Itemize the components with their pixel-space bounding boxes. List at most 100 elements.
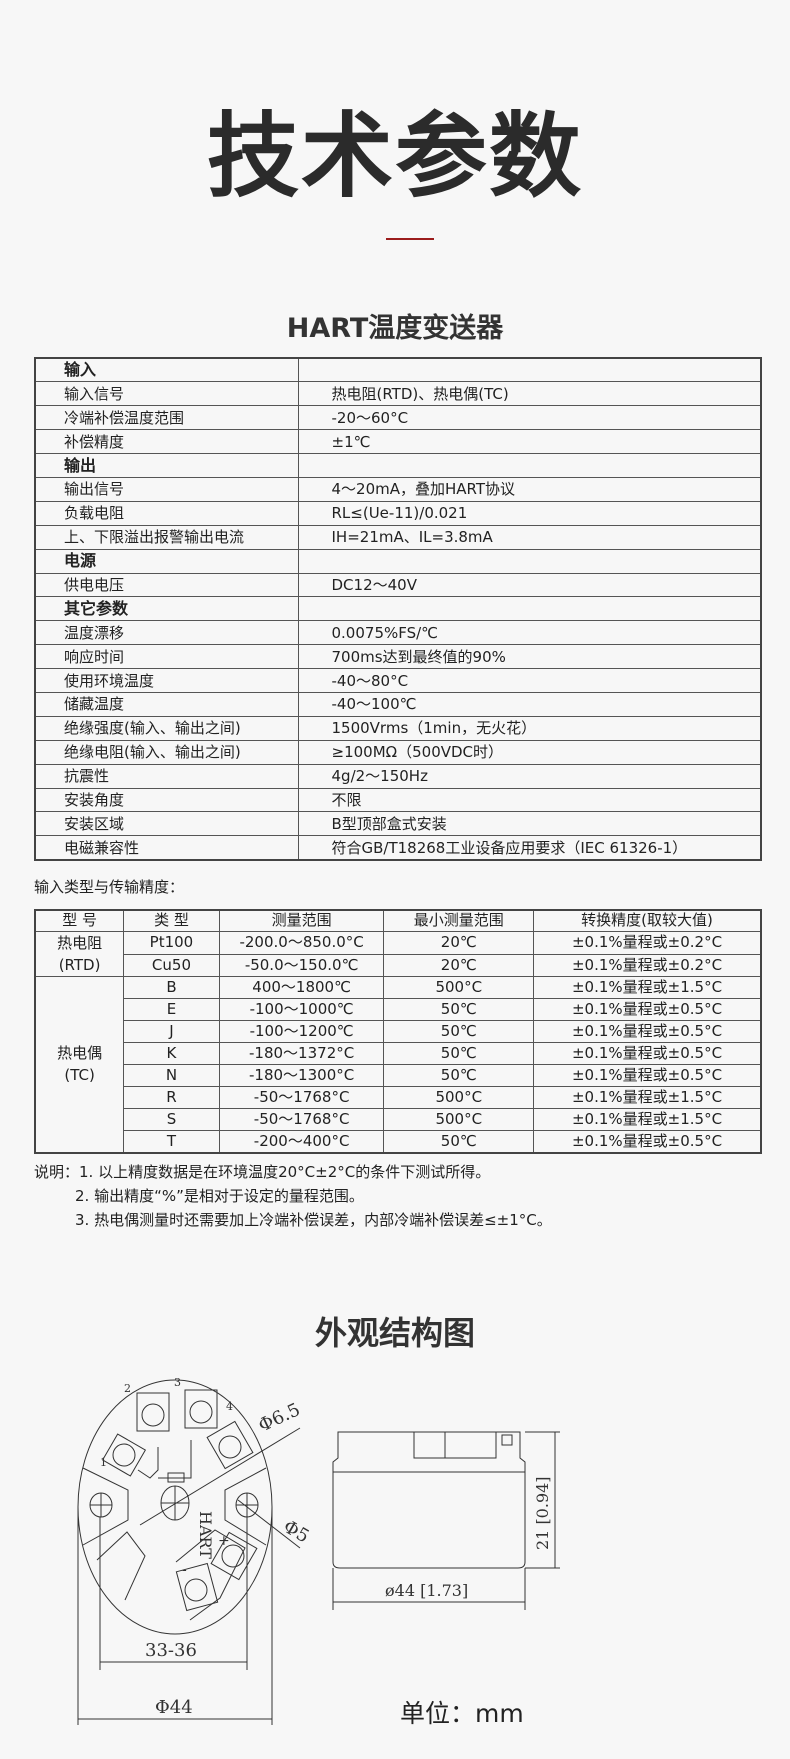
spec-name: 绝缘强度(输入、输出之间) bbox=[34, 715, 299, 741]
model-cell: 热电偶 (TC) bbox=[34, 976, 125, 1154]
spec-name: 输入信号 bbox=[34, 381, 299, 407]
table-cell: -200.0～850.0°C bbox=[218, 931, 385, 955]
small-hole-label: Φ5 bbox=[280, 1516, 313, 1547]
table-cell: -180～1372°C bbox=[218, 1042, 385, 1066]
table-row: E -100～1000℃ 50℃ ±0.1%量程或±0.5°C bbox=[35, 998, 762, 1022]
spec-row: 补偿精度 ±1℃ bbox=[34, 429, 762, 455]
spec-value: RL≤(Ue-11)/0.021 bbox=[297, 500, 762, 526]
top-view: 1 2 3 4 HART + - Φ6.5 Φ5 33-36 Φ44 bbox=[77, 1376, 313, 1725]
table-cell: -100～1000℃ bbox=[218, 998, 385, 1022]
spec-value: 不限 bbox=[297, 787, 762, 813]
section-heading: 其它参数 bbox=[34, 596, 299, 622]
table-cell: ±0.1%量程或±0.5°C bbox=[533, 1042, 762, 1066]
table-cell: 50℃ bbox=[383, 1042, 535, 1066]
table-cell: ±0.1%量程或±0.5°C bbox=[533, 1064, 762, 1088]
table-row: S -50～1768°C 500°C ±0.1%量程或±1.5°C bbox=[35, 1108, 762, 1132]
spec-value: DC12～40V bbox=[297, 572, 762, 598]
table-row: J -100～1200℃ 50℃ ±0.1%量程或±0.5°C bbox=[35, 1020, 762, 1044]
spec-row: 其它参数 bbox=[34, 596, 762, 622]
terminal-label-4: 4 bbox=[226, 1400, 233, 1413]
content-flow: 输入 输入信号 热电阻(RTD)、热电偶(TC) 冷端补偿温度范围 -20～60°C 补偿… bbox=[34, 357, 762, 1230]
table-cell: ±0.1%量程或±1.5°C bbox=[533, 1086, 762, 1110]
table-cell: B bbox=[123, 976, 220, 1000]
spec-value: 700ms达到最终值的90% bbox=[297, 644, 762, 670]
spec-name: 储藏温度 bbox=[34, 691, 299, 717]
side-view: ø44 [1.73] 21 [0.94] bbox=[332, 1431, 560, 1610]
spec-row: 供电电压 DC12～40V bbox=[34, 572, 762, 598]
product-title: HART温度变送器 bbox=[286, 313, 504, 344]
spec-value: IH=21mA、IL=3.8mA bbox=[297, 524, 762, 550]
note-2: 2. 输出精度“%”是相对于设定的量程范围。 bbox=[75, 1186, 364, 1205]
table-row: R -50～1768°C 500°C ±0.1%量程或±1.5°C bbox=[35, 1086, 762, 1110]
spec-value bbox=[297, 453, 762, 478]
spec-name: 负载电阻 bbox=[34, 500, 299, 526]
table-cell: ±0.1%量程或±0.5°C bbox=[533, 1130, 762, 1154]
column-header: 类 型 bbox=[123, 909, 220, 933]
table-cell: 500°C bbox=[383, 1108, 535, 1132]
spec-value: 4～20mA，叠加HART协议 bbox=[297, 476, 762, 502]
table-row: K -180～1372°C 50℃ ±0.1%量程或±0.5°C bbox=[35, 1042, 762, 1066]
spec-value: 符合GB/T18268工业设备应用要求（IEC 61326-1） bbox=[297, 835, 762, 861]
table-cell: 400～1800℃ bbox=[218, 976, 385, 1000]
spec-value: -40～100℃ bbox=[297, 691, 762, 717]
table-row: N -180～1300°C 50℃ ±0.1%量程或±0.5°C bbox=[35, 1064, 762, 1088]
spec-value: 0.0075%FS/℃ bbox=[297, 620, 762, 646]
spec-row: 输入信号 热电阻(RTD)、热电偶(TC) bbox=[34, 381, 762, 407]
table-cell: -50.0～150.0℃ bbox=[218, 953, 385, 978]
spec-name: 绝缘电阻(输入、输出之间) bbox=[34, 739, 299, 765]
spec-value: -40～80°C bbox=[297, 668, 762, 693]
table-cell: R bbox=[123, 1086, 220, 1110]
table-cell: E bbox=[123, 998, 220, 1022]
column-header: 型 号 bbox=[34, 909, 125, 933]
spec-name: 温度漂移 bbox=[34, 620, 299, 646]
dimension-drawing: 1 2 3 4 HART + - Φ6.5 Φ5 33-36 Φ44 ø44 [… bbox=[77, 1376, 560, 1725]
spec-row: 输出信号 4～20mA，叠加HART协议 bbox=[34, 476, 762, 502]
table-cell: J bbox=[123, 1020, 220, 1044]
terminal-label-2: 2 bbox=[124, 1382, 131, 1395]
column-header: 最小测量范围 bbox=[383, 909, 535, 933]
accuracy-table: 型 号类 型测量范围 最小测量范围 转换精度(取较大值) 热电阻 (RTD) Pt100… bbox=[34, 908, 762, 1154]
table-cell: ±0.1%量程或±0.5°C bbox=[533, 1020, 762, 1044]
unit-label: 单位：mm bbox=[400, 1699, 524, 1728]
spec-row: 使用环境温度 -40～80°C bbox=[34, 668, 762, 693]
table-cell: S bbox=[123, 1108, 220, 1132]
diagram-title: 外观结构图 bbox=[314, 1314, 475, 1352]
spec-row: 储藏温度 -40～100℃ bbox=[34, 691, 762, 717]
table-cell: 50℃ bbox=[383, 1130, 535, 1154]
table-cell: ±0.1%量程或±0.2°C bbox=[533, 931, 762, 955]
terminal-screws bbox=[101, 1389, 258, 1612]
spec-name: 供电电压 bbox=[34, 572, 299, 598]
spec-value bbox=[297, 596, 762, 622]
column-header: 转换精度(取较大值) bbox=[533, 909, 762, 933]
table-cell: -180～1300°C bbox=[218, 1064, 385, 1088]
spec-value: ±1℃ bbox=[297, 429, 762, 455]
spec-value: 1500Vrms（1min，无火花） bbox=[297, 715, 762, 741]
spec-name: 响应时间 bbox=[34, 644, 299, 670]
table-row: 热电偶 (TC) B 400～1800℃ 500°C ±0.1%量程或±1.5°C bbox=[34, 976, 762, 1154]
spec-row: 输入 bbox=[34, 357, 762, 383]
spec-row: 绝缘强度(输入、输出之间) 1500Vrms（1min，无火花） bbox=[34, 715, 762, 741]
spec-name: 电磁兼容性 bbox=[34, 835, 299, 861]
table-cell: -50～1768°C bbox=[218, 1108, 385, 1132]
spec-name: 冷端补偿温度范围 bbox=[34, 405, 299, 431]
table-cell: ±0.1%量程或±1.5°C bbox=[533, 1108, 762, 1132]
spec-value: B型顶部盒式安装 bbox=[297, 811, 762, 837]
diameter-label: Φ44 bbox=[155, 1697, 193, 1718]
table-cell: ±0.1%量程或±0.5°C bbox=[533, 998, 762, 1022]
hole-diameter-label: Φ6.5 bbox=[255, 1399, 303, 1436]
spec-row: 安装角度 不限 bbox=[34, 787, 762, 813]
spec-row: 抗震性 4g/2～150Hz bbox=[34, 763, 762, 789]
table-cell: -50～1768°C bbox=[218, 1086, 385, 1110]
column-header: 测量范围 bbox=[218, 909, 385, 933]
terminal-label-3: 3 bbox=[174, 1376, 181, 1389]
spec-value bbox=[297, 357, 762, 383]
section-heading: 输入 bbox=[34, 357, 299, 383]
spec-value: ≥100MΩ（500VDC时） bbox=[297, 739, 762, 765]
table-cell: 50℃ bbox=[383, 1020, 535, 1044]
note-1: 说明：1. 以上精度数据是在环境温度20°C±2°C的条件下测试所得。 bbox=[34, 1162, 491, 1181]
table-cell: K bbox=[123, 1042, 220, 1066]
spec-row: 响应时间 700ms达到最终值的90% bbox=[34, 644, 762, 670]
spec-name: 抗震性 bbox=[34, 763, 299, 789]
spec-value: 热电阻(RTD)、热电偶(TC) bbox=[297, 381, 762, 407]
terminal-label-1: 1 bbox=[100, 1456, 107, 1469]
